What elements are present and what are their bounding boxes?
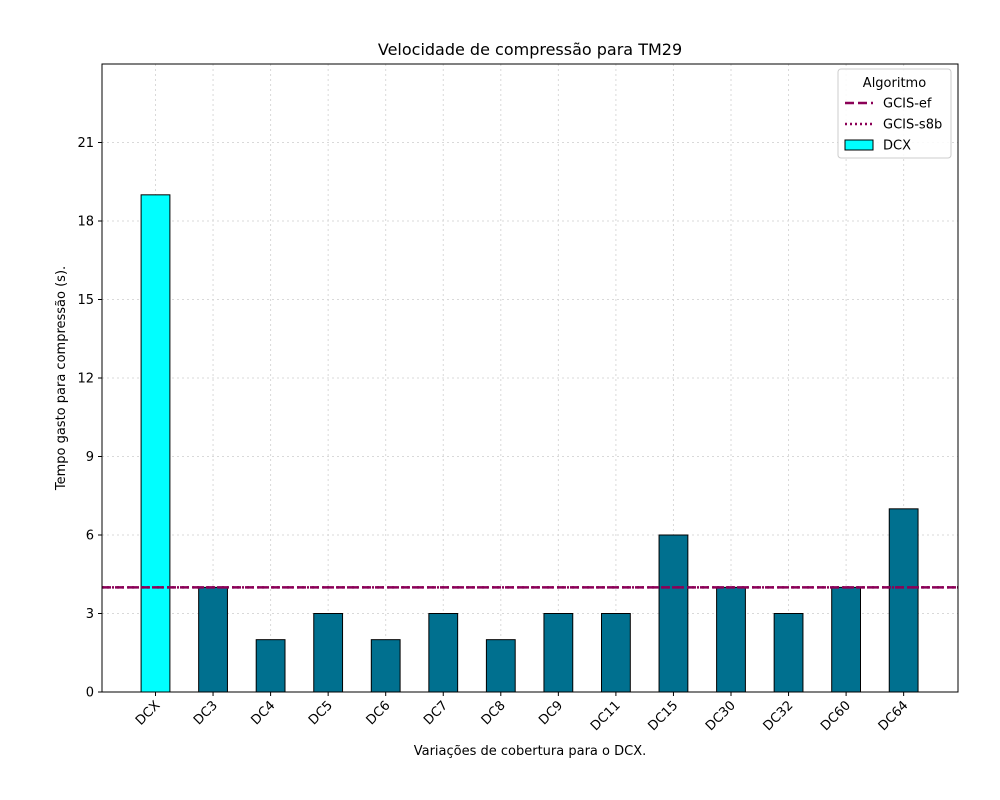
y-tick-label: 21: [77, 136, 94, 151]
legend-title: Algoritmo: [863, 76, 926, 91]
bar-dcx: [140, 194, 171, 693]
y-tick-label: 9: [86, 450, 94, 465]
bar-dc32: [773, 613, 804, 693]
bar-dc11: [601, 613, 631, 693]
y-tick-label: 12: [77, 372, 94, 387]
y-axis: 0 3 6 9 12 15 18 21: [77, 136, 102, 701]
legend-label-gcis-s8b: GCIS-s8b: [883, 118, 942, 133]
legend-frame: [837, 68, 952, 159]
bar-dc60: [831, 586, 862, 693]
chart-title: Velocidade de compressão para TM29: [378, 40, 682, 59]
bar-dc4: [255, 639, 286, 693]
bars-layer: [140, 194, 919, 693]
bar-dc5: [313, 613, 344, 693]
y-tick-label: 3: [86, 607, 94, 622]
bar-dc3: [198, 586, 228, 693]
bar-dc30: [716, 586, 746, 693]
legend: Algoritmo GCIS-ef GCIS-s8b DCX: [837, 68, 952, 159]
bar-dc9: [543, 613, 574, 693]
legend-label-gcis-ef: GCIS-ef: [883, 97, 932, 112]
y-axis-label: Tempo gasto para compressão (s).: [54, 266, 69, 491]
y-tick-label: 18: [77, 215, 94, 230]
bar-dc64: [888, 508, 919, 693]
bar-dc6: [370, 639, 401, 693]
y-tick-label: 15: [77, 293, 94, 308]
bar-dc8: [485, 639, 516, 693]
bar-dc7: [428, 613, 459, 693]
legend-swatch-dcx: [844, 139, 874, 151]
legend-label-dcx: DCX: [883, 139, 911, 154]
y-tick-label: 0: [86, 686, 94, 701]
x-axis-label: Variações de cobertura para o DCX.: [414, 744, 647, 759]
bar-dc15: [658, 534, 689, 693]
y-tick-label: 6: [86, 529, 94, 544]
